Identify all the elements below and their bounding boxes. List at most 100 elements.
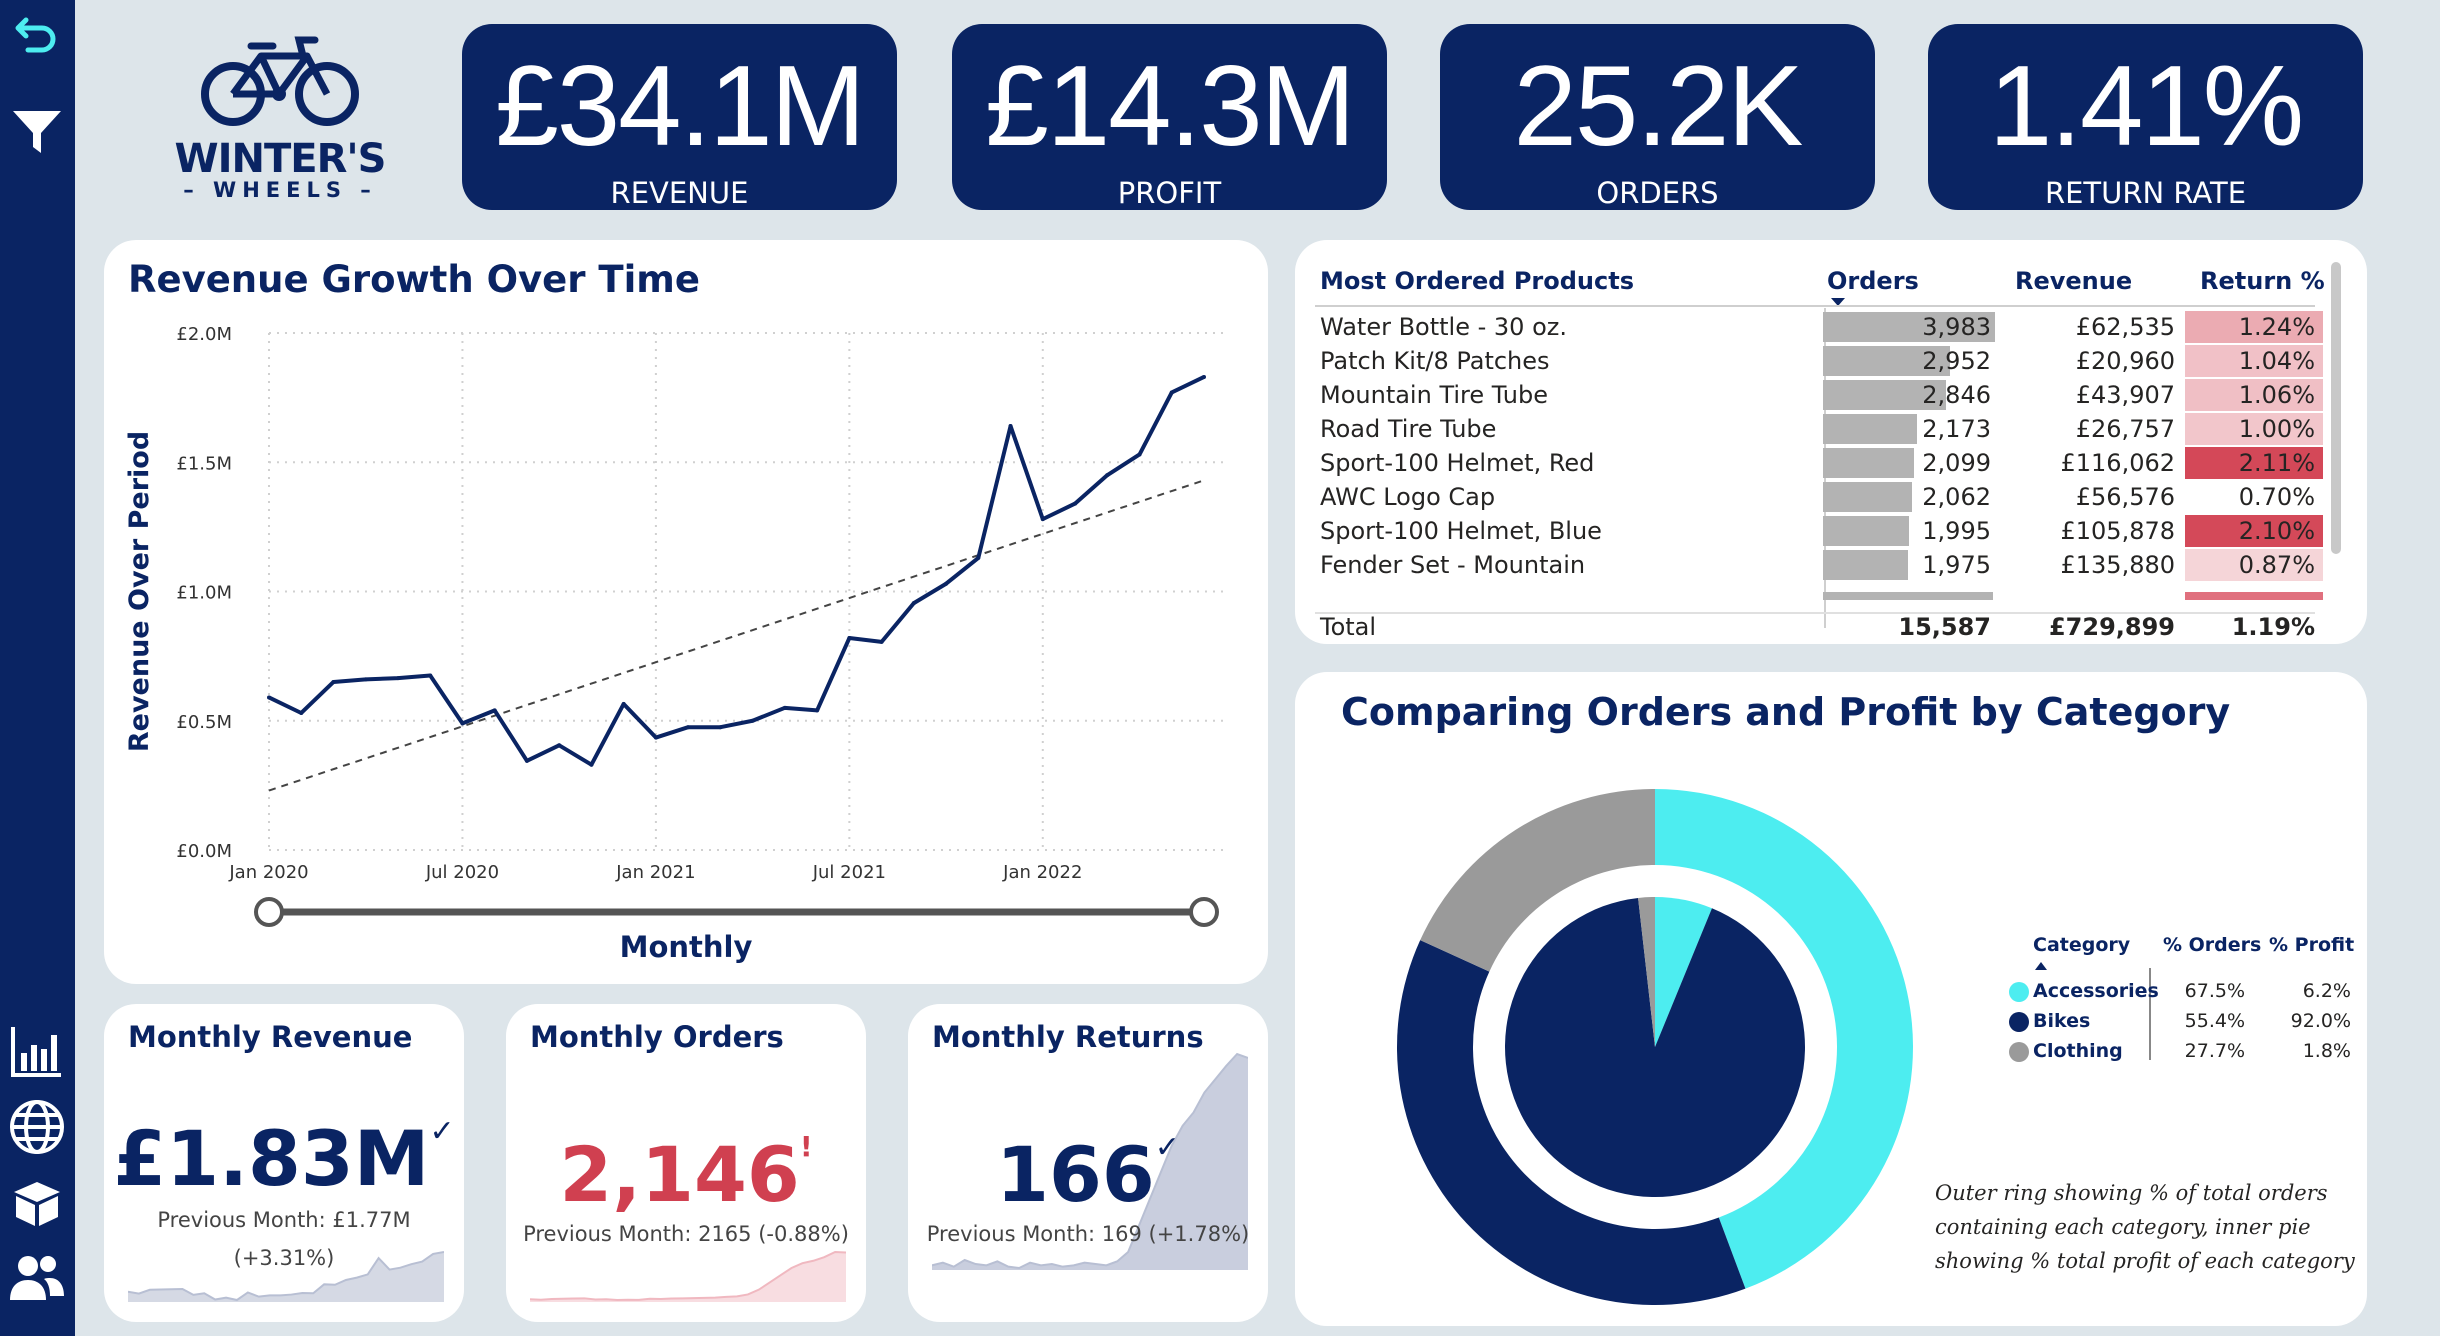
table-scrollbar[interactable] [2331,262,2341,554]
return-heat [2185,481,2323,513]
return-heat [2185,447,2323,479]
header-orders[interactable]: Orders [1827,267,1919,295]
orders-bar [1823,550,1909,580]
cell-product: Road Tire Tube [1320,415,1497,443]
legend-divider [2149,968,2151,1060]
range-slider-end-handle[interactable] [1189,897,1219,927]
legend-category[interactable]: Clothing [2033,1040,2123,1062]
cell-revenue: £105,878 [2060,517,2175,545]
total-orders: 15,587 [1898,613,1991,641]
products-table-panel: Most Ordered Products Orders Revenue Ret… [1295,240,2367,644]
table-row[interactable]: Fender Set - Mountain 1,975 £135,880 0.87% [1315,548,2323,582]
legend-header-category[interactable]: Category [2033,934,2131,956]
table-row[interactable]: AWC Logo Cap 2,062 £56,576 0.70% [1315,480,2323,514]
range-slider-start-handle[interactable] [254,897,284,927]
legend-swatch[interactable] [2009,982,2029,1002]
cell-orders: 2,173 [1922,415,1991,443]
sparkline-line [530,1250,846,1302]
legend-header-orders[interactable]: % Orders [2163,934,2262,956]
return-heat [2185,345,2323,377]
box-icon[interactable] [6,1170,68,1232]
data-point [718,725,723,730]
slider-label: Monthly [619,930,753,964]
legend-profit: 6.2% [2302,980,2351,1002]
chart-title: Revenue Growth Over Time [128,258,700,301]
header-return[interactable]: Return % [2200,267,2325,295]
y-tick-label: £0.5M [176,712,232,733]
revenue-series-line [268,375,1205,767]
table-row[interactable]: Sport-100 Helmet, Red 2,099 £116,062 2.11% [1315,446,2323,480]
table-row[interactable]: Road Tire Tube 2,173 £26,757 1.00% [1315,412,2323,446]
orders-bar [1823,380,1946,410]
card-value: 2,146! [559,1130,813,1219]
data-point [911,601,916,606]
cell-orders: 2,062 [1922,483,1991,511]
data-point [557,743,562,748]
header-divider [1315,305,2315,307]
returns-sparkline [932,1052,1248,1270]
chart-title: Comparing Orders and Profit by Category [1341,690,2231,734]
header-revenue[interactable]: Revenue [2015,267,2133,295]
cell-return: 2.11% [2238,449,2315,477]
kpi-value: £14.3M [985,43,1355,170]
legend-category[interactable]: Accessories [2033,980,2159,1002]
data-point [492,708,497,713]
brand-sub: – WHEELS – [183,178,377,202]
data-point [1105,473,1110,478]
data-point [524,758,529,763]
kpi-value: 1.41% [1988,43,2304,170]
card-sub: Previous Month: 2165 (-0.88%) [523,1222,849,1246]
kpi-value: £34.1M [495,43,865,170]
total-label: Total [1320,613,1377,641]
table-row[interactable]: Mountain Tire Tube 2,846 £43,907 1.06% [1315,378,2323,412]
cell-return: 1.06% [2238,381,2315,409]
users-icon[interactable] [6,1246,68,1308]
table-row[interactable]: Patch Kit/8 Patches 2,952 £20,960 1.04% [1315,344,2323,378]
cell-revenue: £56,576 [2075,483,2175,511]
inner-pie-slice-accessories [1655,897,1712,1047]
bicycle-icon [201,36,359,126]
cell-revenue: £135,880 [2060,551,2175,579]
data-point [750,718,755,723]
data-point [653,735,658,740]
orders-sparkline [530,1250,846,1302]
table-total-row: Total 15,587 £729,899 1.19% [1315,610,2315,644]
monthly-revenue-card: Monthly Revenue £1.83M✓ Previous Month: … [104,1004,464,1322]
cell-return: 1.00% [2238,415,2315,443]
data-point [299,710,304,715]
card-title: Monthly Revenue [128,1020,413,1054]
brand-name: WINTER'S [174,136,387,182]
cell-product: Water Bottle - 30 oz. [1320,313,1567,341]
legend-header-profit[interactable]: % Profit [2269,934,2355,956]
legend-swatch[interactable] [2009,1012,2029,1032]
legend-swatch[interactable] [2009,1042,2029,1062]
data-point [944,581,949,586]
data-point [879,639,884,644]
kpi-return-rate: 1.41% RETURN RATE [1928,24,2363,210]
card-title: Monthly Orders [530,1020,784,1054]
globe-icon[interactable] [6,1096,68,1158]
table-header: Most Ordered Products Orders Revenue Ret… [1315,264,2325,298]
data-point [1202,374,1206,379]
kpi-label: REVENUE [610,176,749,210]
table-row[interactable]: Water Bottle - 30 oz. 3,983 £62,535 1.24% [1315,310,2323,344]
row-peek [2185,592,2323,600]
orders-bar [1823,516,1910,546]
header-product[interactable]: Most Ordered Products [1320,267,1634,295]
legend-category[interactable]: Bikes [2033,1010,2091,1032]
data-point [1073,501,1078,506]
return-heat [2185,413,2323,445]
table-row[interactable]: Sport-100 Helmet, Blue 1,995 £105,878 2.10% [1315,514,2323,548]
return-heat [2185,311,2323,343]
back-arrow-icon[interactable] [6,4,68,66]
cell-return: 0.87% [2238,551,2315,579]
kpi-orders: 25.2K ORDERS [1440,24,1875,210]
bar-chart-icon[interactable] [6,1020,68,1082]
sidebar [0,0,75,1336]
y-tick-label: £1.5M [176,453,232,474]
kpi-label: RETURN RATE [2044,176,2247,210]
filter-icon[interactable] [6,100,68,162]
cell-product: Mountain Tire Tube [1320,381,1548,409]
data-point [1137,452,1142,457]
